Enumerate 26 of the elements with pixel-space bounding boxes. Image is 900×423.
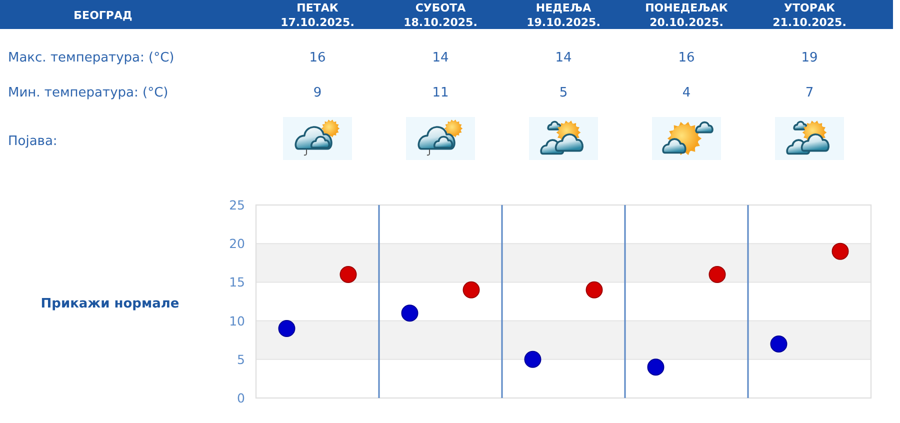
y-tick-label: 15 bbox=[229, 274, 245, 290]
data-label: 5 bbox=[559, 86, 568, 100]
data-label: 16 bbox=[309, 50, 326, 66]
y-tick-label: 0 bbox=[237, 390, 246, 406]
y-tick-label: 25 bbox=[229, 198, 245, 212]
text: СУБОТА 18.10.2025. bbox=[404, 2, 478, 29]
data-label: 16 bbox=[678, 50, 695, 66]
y-tick-label: 5 bbox=[237, 352, 245, 367]
text: БЕОГРАД bbox=[74, 9, 133, 22]
data-label: 14 bbox=[555, 50, 572, 66]
data-label: 14 bbox=[432, 50, 449, 66]
text: Мин. температура: (°C) bbox=[8, 86, 168, 100]
text: ПЕТАК 17.10.2025. bbox=[280, 2, 354, 29]
data-label: 19 bbox=[801, 50, 818, 66]
data-label: 7 bbox=[805, 86, 814, 100]
text: УТОРАК 21.10.2025. bbox=[772, 2, 846, 29]
text: Појава: bbox=[8, 134, 58, 149]
text: Макс. температура: (°C) bbox=[8, 50, 174, 66]
data-label: 4 bbox=[682, 86, 691, 100]
text: Прикажи нормале bbox=[40, 296, 180, 312]
y-tick-label: 10 bbox=[229, 313, 246, 328]
text: НЕДЕЉА 19.10.2025. bbox=[526, 2, 600, 29]
y-tick-label: 20 bbox=[229, 236, 246, 252]
data-label: 9 bbox=[313, 86, 322, 100]
data-label: 11 bbox=[432, 86, 449, 100]
text: ПОНЕДЕЉАК 20.10.2025. bbox=[645, 2, 728, 29]
